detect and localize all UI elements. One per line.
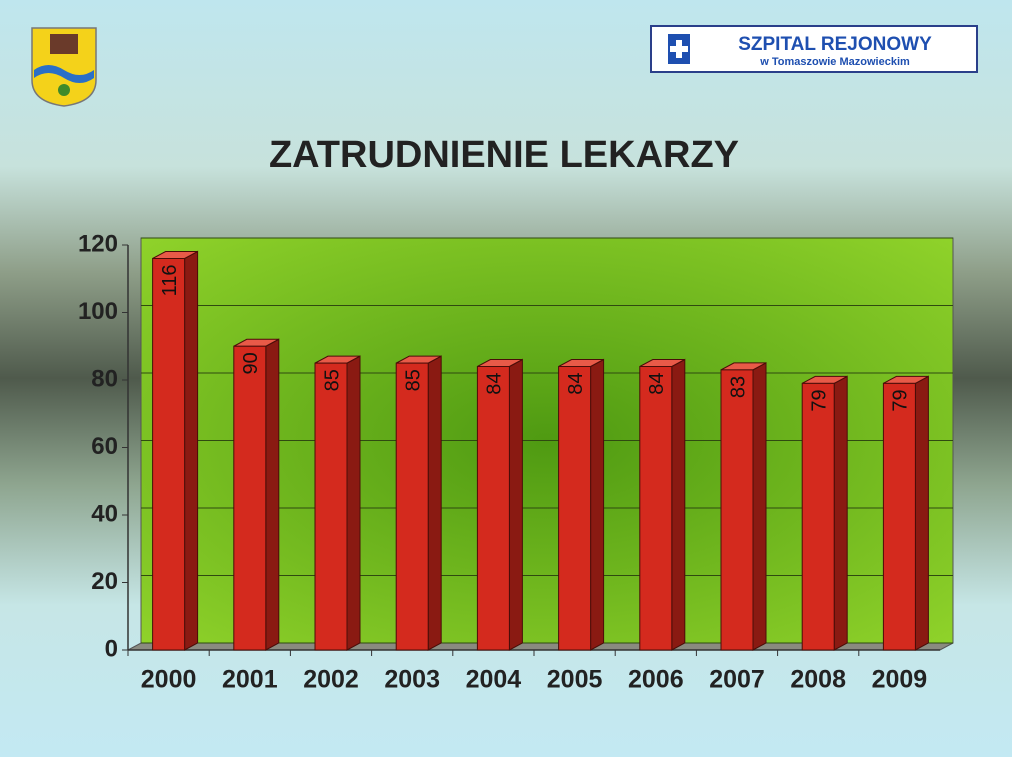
bar [882, 382, 916, 651]
bar [395, 362, 429, 651]
x-tick-label: 2006 [628, 666, 684, 694]
data-label: 85 [321, 369, 343, 391]
x-tick-label: 2005 [547, 666, 603, 694]
bar-side [752, 362, 767, 651]
bar [314, 362, 348, 651]
bar-group [233, 338, 280, 651]
x-tick-label: 2004 [466, 666, 522, 694]
data-label: 90 [240, 352, 262, 374]
x-tick-label: 2008 [790, 666, 846, 694]
bar-group [476, 358, 523, 651]
data-label: 83 [727, 376, 749, 398]
bar [801, 382, 835, 651]
data-label: 79 [890, 389, 912, 411]
y-tick-label: 40 [91, 500, 118, 527]
data-label: 84 [484, 373, 506, 395]
y-tick-label: 120 [78, 230, 118, 257]
bar-side [427, 355, 442, 651]
bar-group [801, 375, 848, 651]
bar-group [395, 355, 442, 651]
hospital-logo: SZPITAL REJONOWY w Tomaszowie Mazowiecki… [650, 25, 978, 73]
bar-side [184, 250, 199, 651]
x-tick-label: 2003 [384, 666, 440, 694]
bar-side [265, 338, 280, 651]
bar-group [882, 375, 929, 651]
bar-side [590, 358, 605, 651]
bar-side [508, 358, 523, 651]
logo-title: SZPITAL REJONOWY [738, 34, 932, 55]
x-tick-label: 2007 [709, 666, 765, 694]
bar [639, 366, 673, 651]
bar [233, 345, 267, 651]
bar-group [558, 358, 605, 651]
y-tick-label: 60 [91, 433, 118, 460]
bar-side [671, 358, 686, 651]
bar [152, 258, 186, 651]
coat-of-arms [31, 27, 97, 107]
y-tick-label: 20 [91, 568, 118, 595]
data-label: 79 [808, 389, 830, 411]
logo-box [650, 25, 978, 73]
bar-group [639, 358, 686, 651]
bar-group [152, 250, 199, 651]
data-label: 116 [159, 265, 181, 297]
x-tick-label: 2009 [872, 666, 928, 694]
y-tick-label: 0 [105, 635, 118, 662]
y-tick-label: 100 [78, 298, 118, 325]
y-tick-label: 80 [91, 365, 118, 392]
bar-side [346, 355, 361, 651]
chart-title: ZATRUDNIENIE LEKARZY [269, 134, 739, 176]
bar-side [833, 375, 848, 651]
bar-group [314, 355, 361, 651]
bar [476, 366, 510, 651]
bar-side [914, 375, 929, 651]
logo-subtitle: w Tomaszowie Mazowieckim [759, 56, 910, 68]
data-label: 84 [646, 373, 668, 395]
x-tick-label: 2000 [141, 666, 197, 694]
x-tick-label: 2002 [303, 666, 359, 694]
data-label: 84 [565, 373, 587, 395]
data-label: 85 [402, 369, 424, 391]
bar [558, 366, 592, 651]
x-tick-label: 2001 [222, 666, 278, 694]
bar-group [720, 362, 767, 651]
bar [720, 369, 754, 651]
